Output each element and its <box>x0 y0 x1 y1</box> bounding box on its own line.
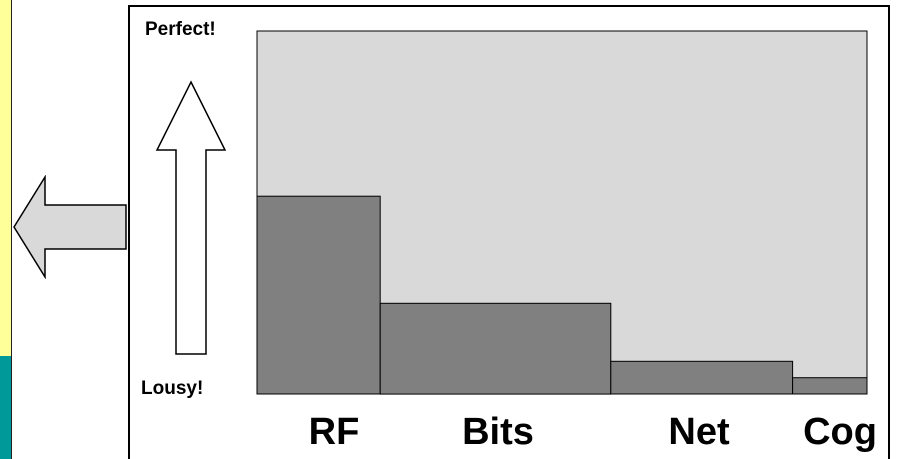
axis-label-top: Perfect! <box>145 19 216 40</box>
bars-layer <box>256 195 868 395</box>
left-arrow-icon <box>13 175 127 279</box>
up-arrow-icon <box>155 80 227 355</box>
side-strip-teal <box>0 356 12 459</box>
category-label-net: Net <box>668 411 730 453</box>
bar-bits <box>379 302 612 395</box>
side-strip-yellow <box>0 0 12 356</box>
bar-rf <box>256 195 381 395</box>
axis-label-bottom: Lousy! <box>141 378 204 399</box>
category-label-bits: Bits <box>462 411 534 453</box>
bar-cog <box>792 377 868 395</box>
category-label-rf: RF <box>309 411 360 453</box>
category-labels: RF Bits Net Cog <box>309 411 877 453</box>
category-label-cog: Cog <box>803 411 877 453</box>
bar-net <box>610 360 794 395</box>
